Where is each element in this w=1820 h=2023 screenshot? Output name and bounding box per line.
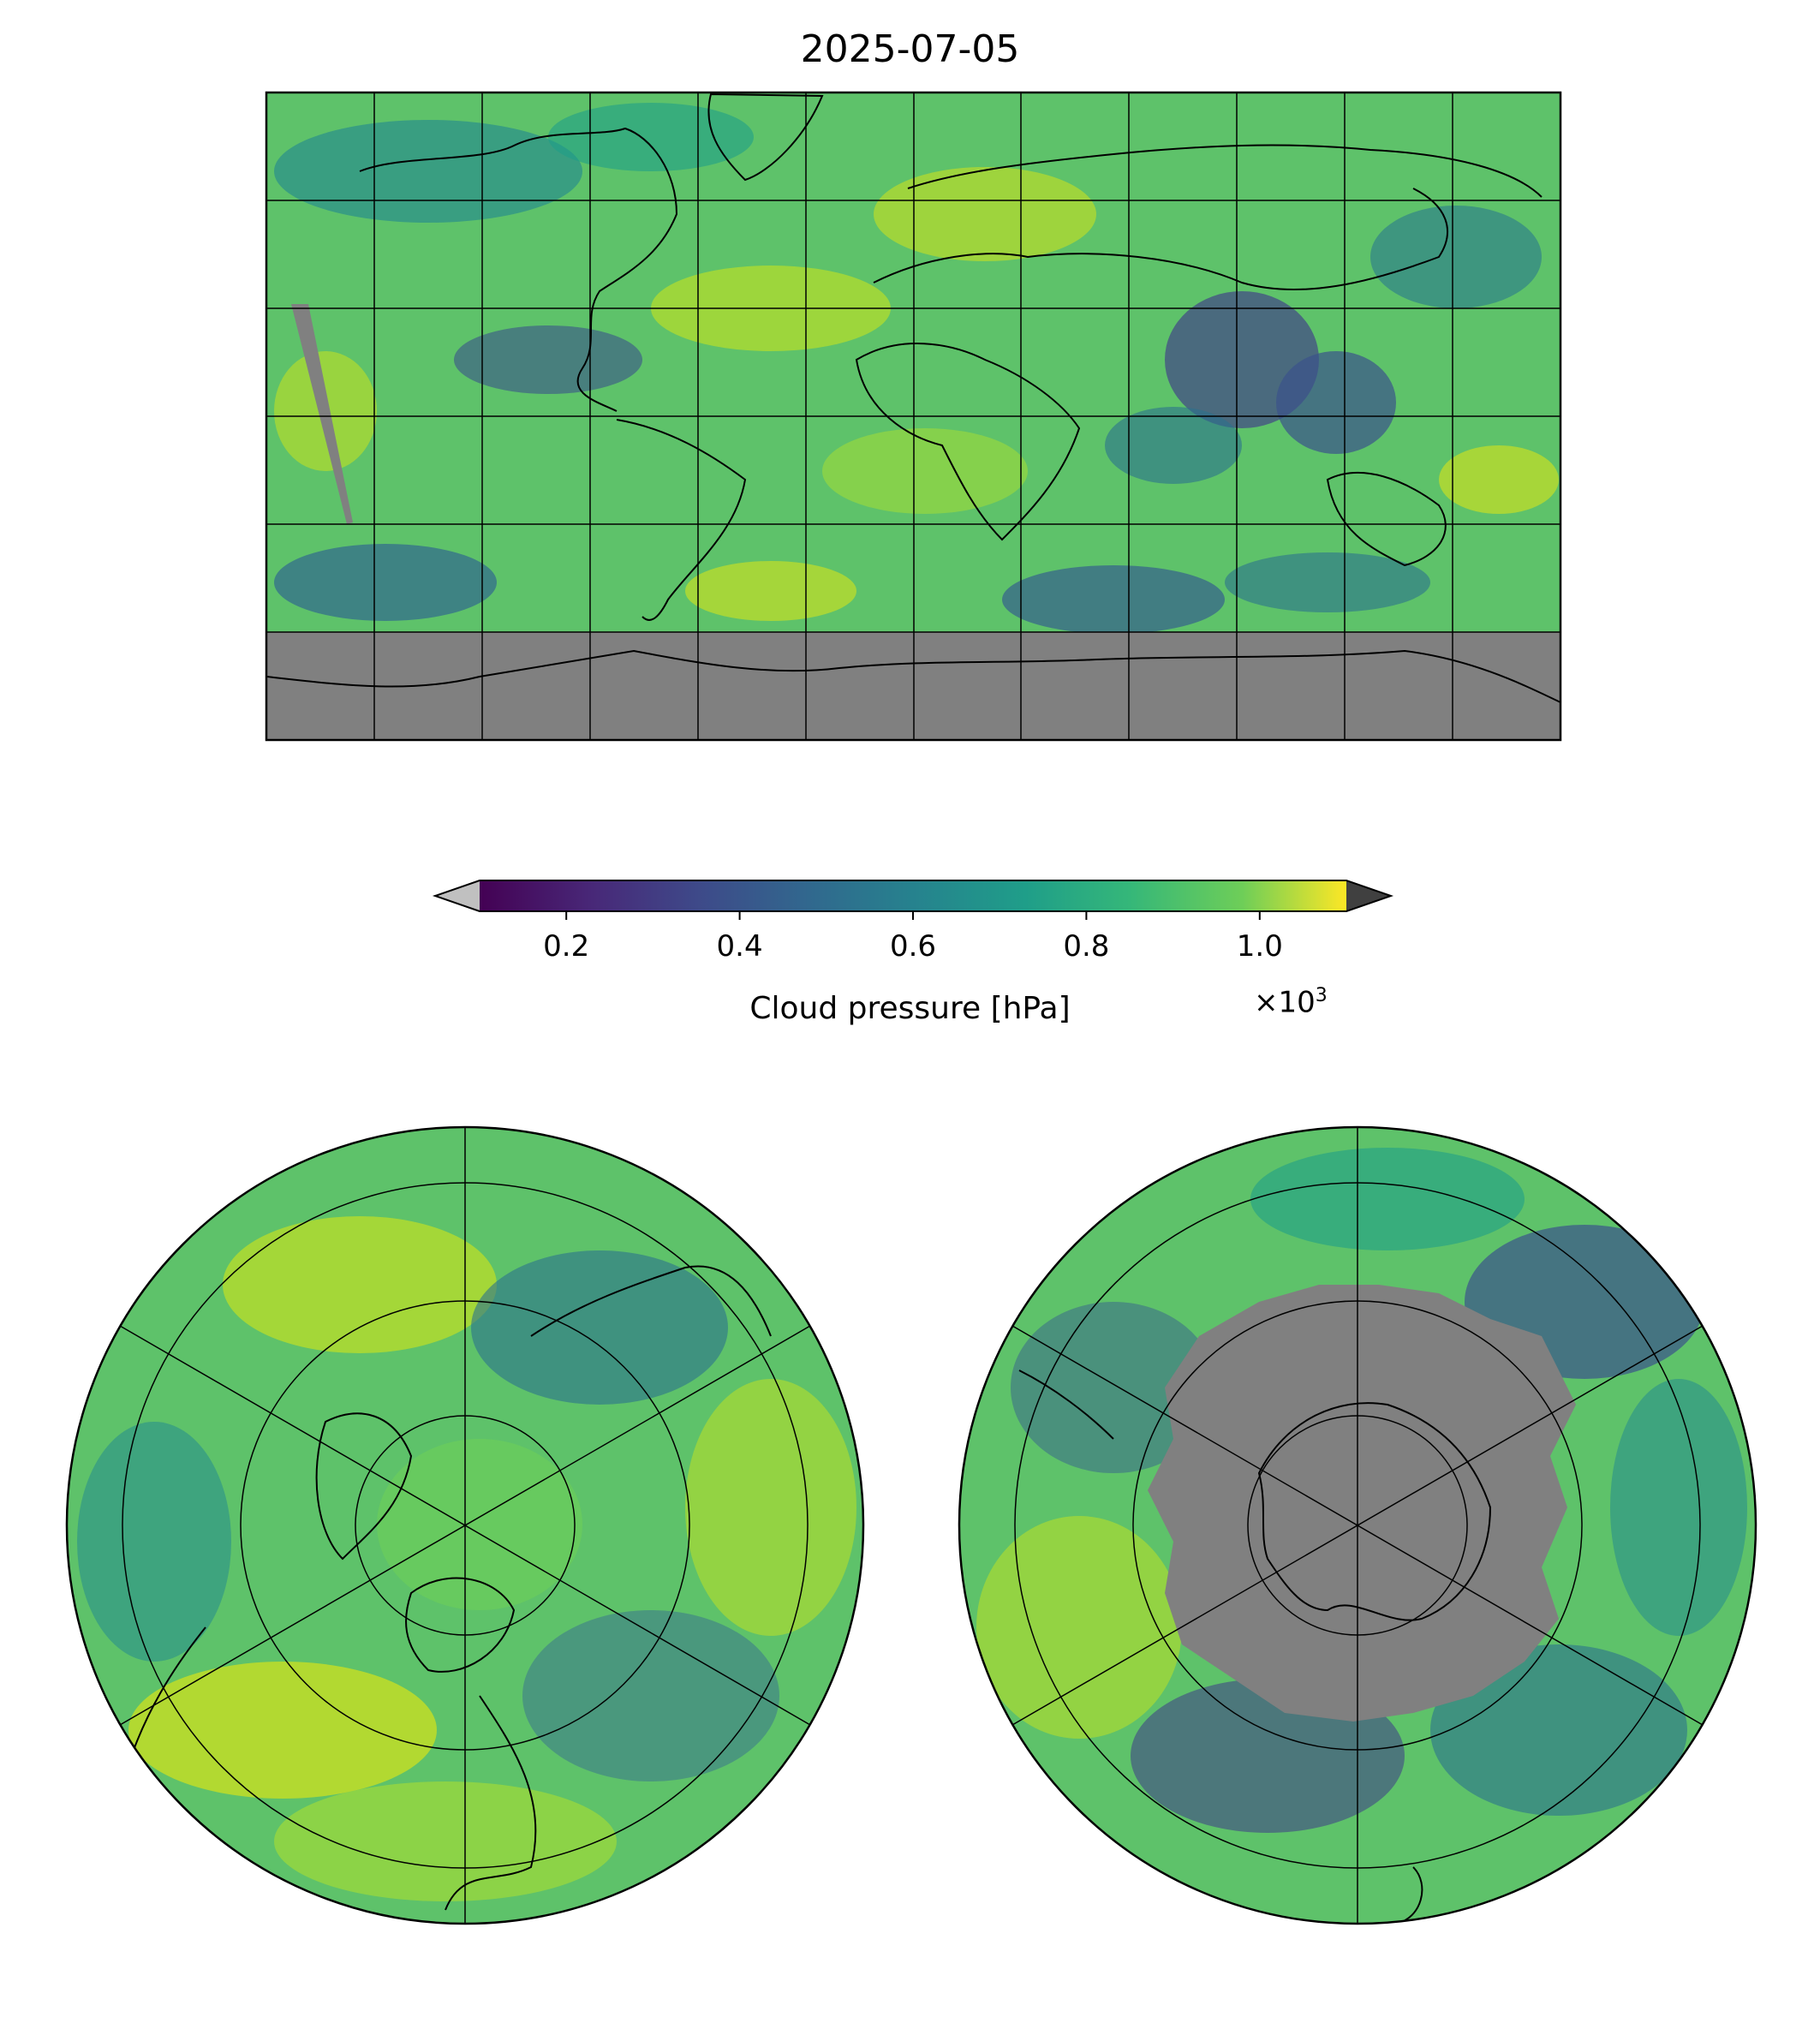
colorbar-outline: [432, 880, 1394, 912]
graticule: [266, 92, 1560, 740]
colorbar-multiplier: ×103: [1254, 985, 1328, 1019]
colorbar-tick-label: 0.6: [890, 929, 936, 964]
missing-data-antarctica-polar: [1148, 1285, 1576, 1722]
colorbar-under-extension: [435, 880, 480, 911]
figure-title: 2025-07-05: [800, 27, 1020, 71]
coastlines: [266, 92, 1560, 703]
colorbar-tick-label: 0.4: [717, 929, 763, 964]
colorbar-tick-label: 0.8: [1063, 929, 1109, 964]
colorbar-over-extension: [1346, 880, 1391, 911]
colorbar-gradient: [480, 880, 1346, 911]
colorbar-ticks: 0.2 0.4 0.6 0.8 1.0: [543, 911, 1283, 964]
colorbar-tick-label: 0.2: [543, 929, 589, 964]
south-polar-frame: [958, 1125, 1757, 1925]
north-cloud-field: [77, 1216, 856, 1901]
north-graticule: [119, 1127, 811, 1924]
south-graticule: [1011, 1127, 1704, 1924]
north-polar-map: [67, 1127, 863, 1924]
colorbar: 0.2 0.4 0.6 0.8 1.0: [432, 880, 1394, 964]
south-cloud-field: [976, 1148, 1747, 1833]
missing-data-swath: [291, 304, 353, 524]
north-polar-frame: [65, 1125, 865, 1925]
colorbar-multiplier-base: ×10: [1254, 985, 1316, 1020]
north-coastlines: [128, 1265, 772, 1911]
colorbar-label: Cloud pressure [hPa]: [749, 991, 1071, 1026]
colorbar-multiplier-exponent: 3: [1315, 985, 1328, 1006]
global-map: [266, 92, 1560, 740]
cloud-field: [274, 103, 1559, 634]
colorbar-tick-label: 1.0: [1237, 929, 1283, 964]
global-map-frame: [265, 91, 1562, 742]
south-polar-map: [959, 1127, 1756, 1924]
